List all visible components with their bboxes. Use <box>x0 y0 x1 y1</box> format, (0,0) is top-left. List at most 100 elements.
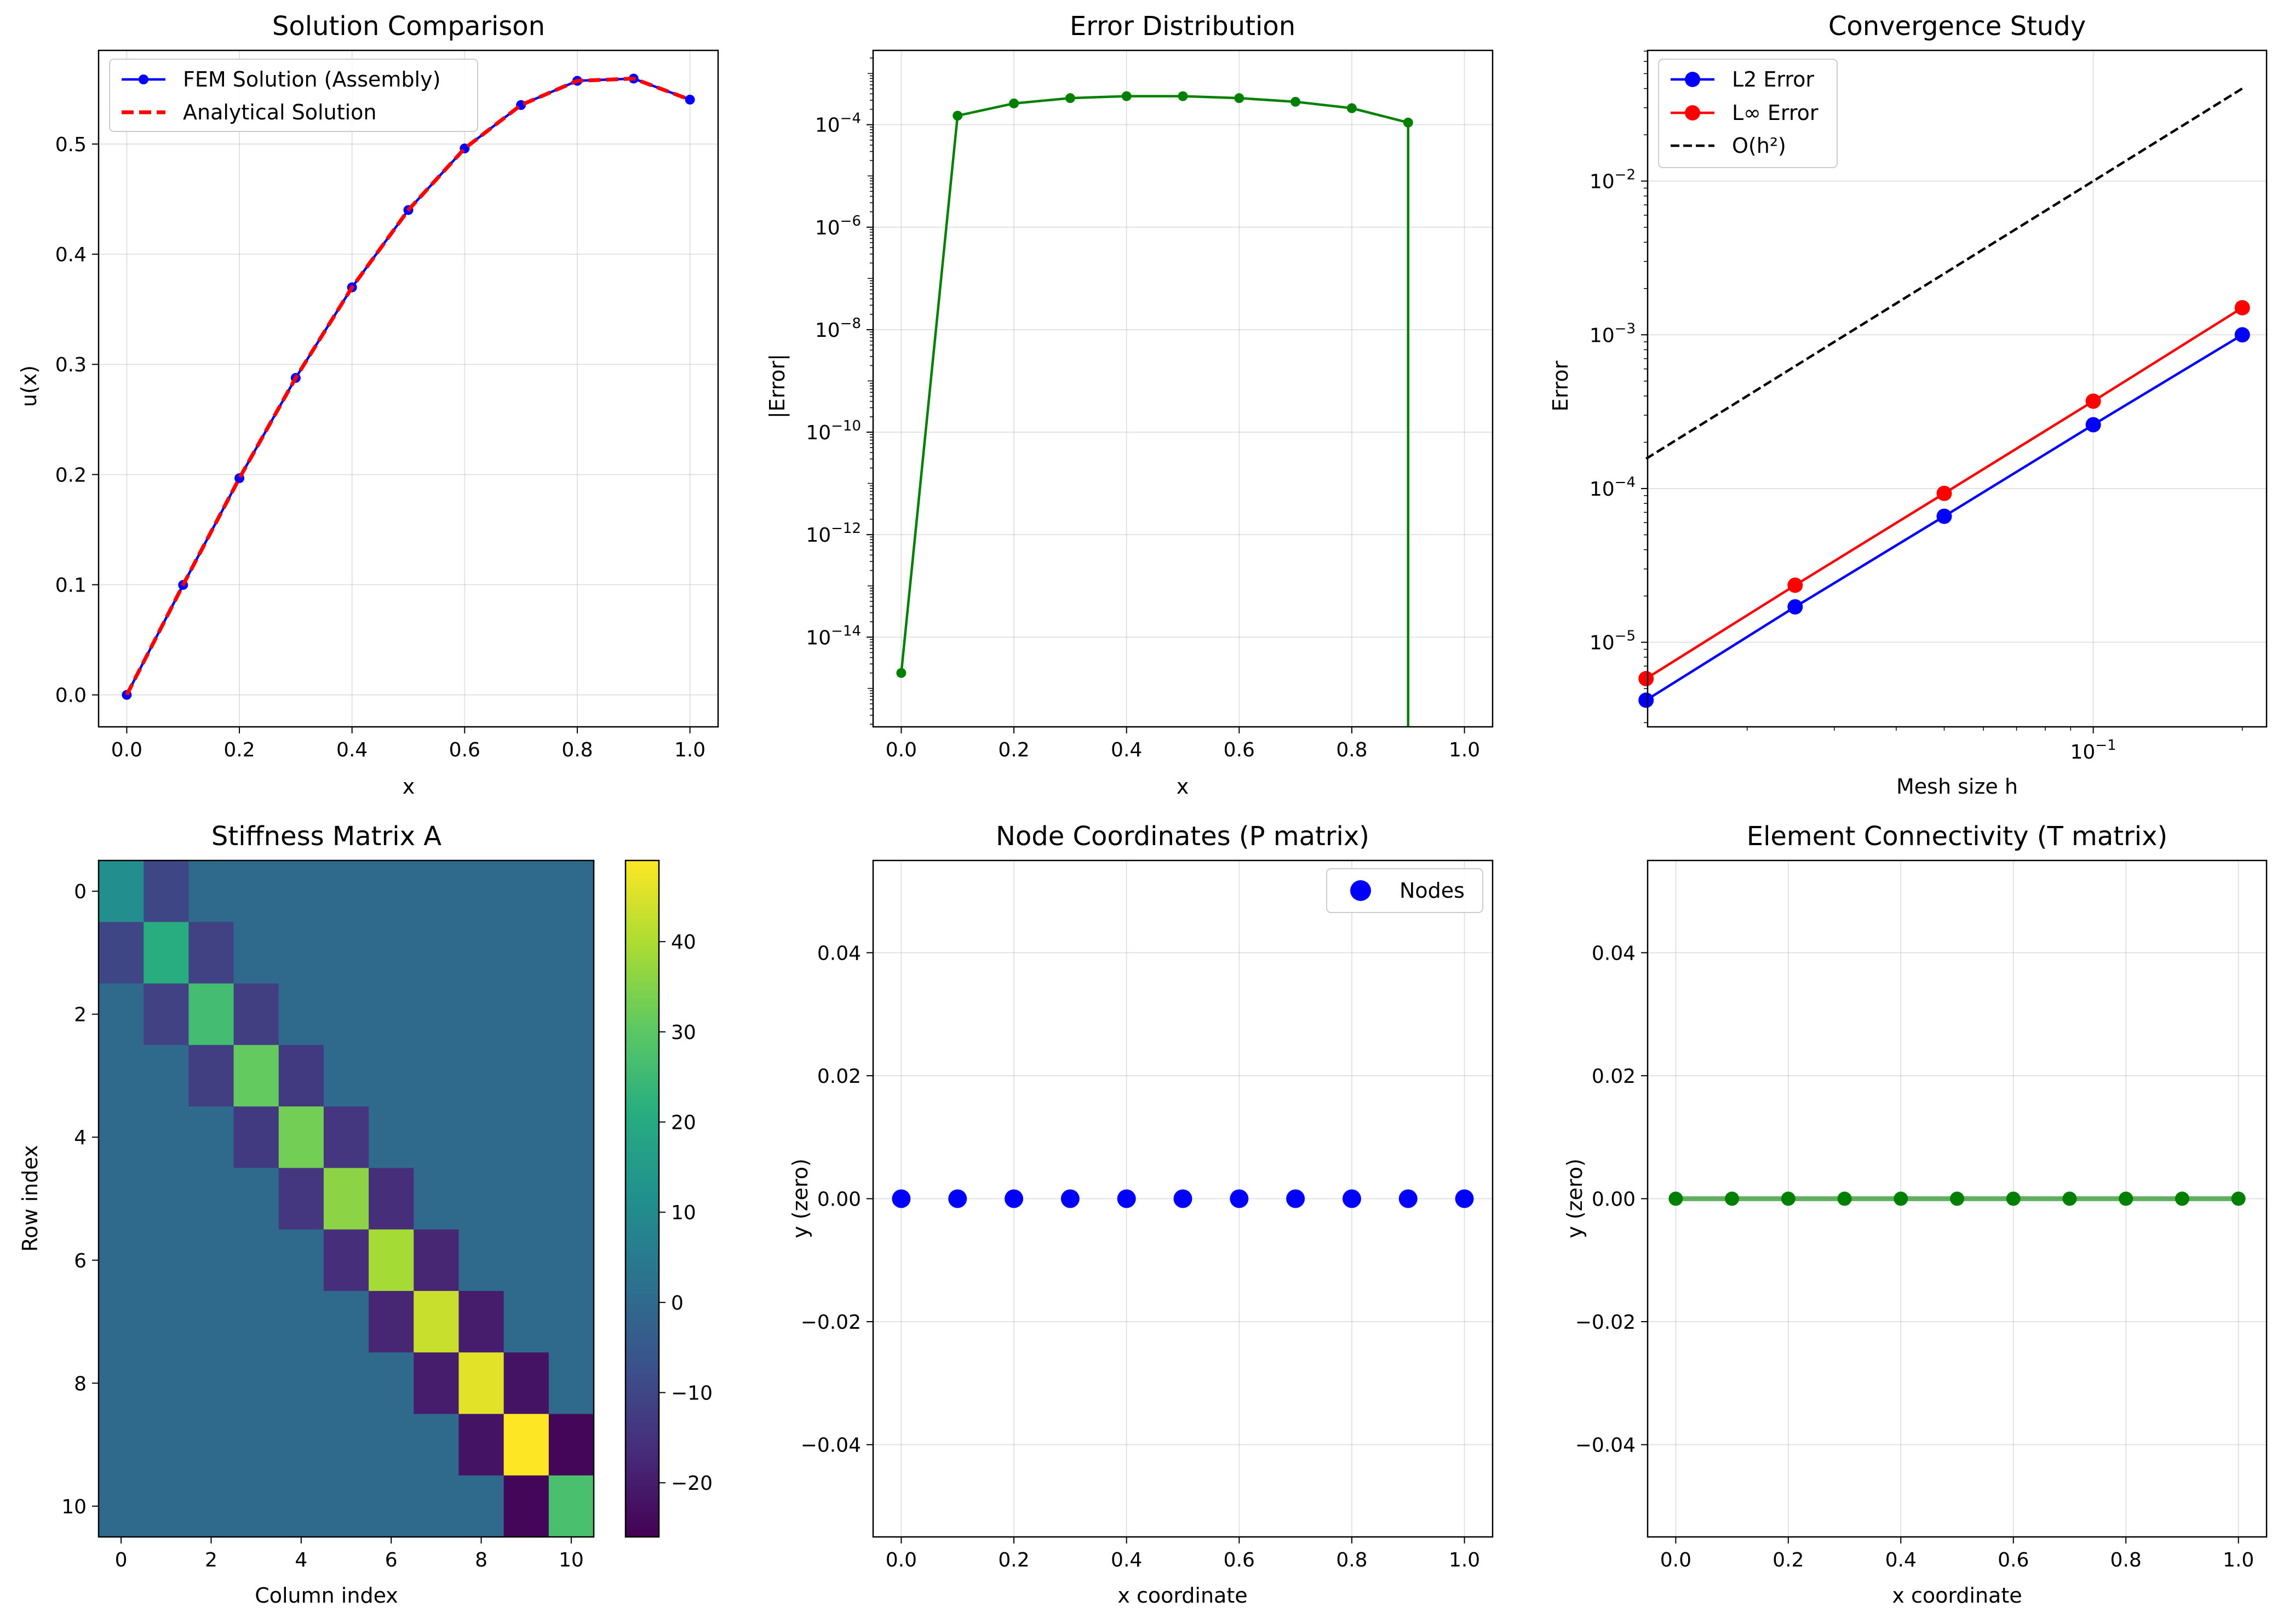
legend-marker-fem <box>139 74 148 84</box>
colorbar-tick-label: 20 <box>671 1112 696 1134</box>
matrix-cell <box>188 1475 234 1537</box>
nodes-ytick-label: 0.04 <box>817 942 861 965</box>
matrix-cell <box>278 1106 324 1168</box>
connectivity-ytick-label: −0.04 <box>1575 1434 1636 1457</box>
matrix-cell <box>414 922 460 984</box>
error-xtick-label: 1.0 <box>1449 739 1480 761</box>
element-node <box>2062 1191 2077 1206</box>
matrix-cell <box>278 983 324 1046</box>
solution-ytick-label: 0.5 <box>55 134 87 156</box>
matrix-cell <box>414 1045 460 1107</box>
matrix-cell <box>458 1414 504 1476</box>
l2-error-point <box>2085 417 2101 433</box>
linf-error-point <box>2085 393 2101 409</box>
matrix-cell <box>369 1168 414 1230</box>
solution-title: Solution Comparison <box>272 11 545 42</box>
matrix-cell <box>548 1045 594 1107</box>
matrix-cell <box>323 922 369 984</box>
nodes-ylabel: y (zero) <box>788 1158 812 1238</box>
matrix-cell <box>99 922 144 984</box>
matrix-cell <box>414 1168 460 1230</box>
matrix-cell <box>503 1475 549 1537</box>
matrix-cell <box>369 1106 414 1168</box>
element-node <box>1781 1191 1796 1206</box>
solution-ytick-label: 0.2 <box>55 464 87 486</box>
stiffness-xtick-label: 8 <box>475 1549 487 1571</box>
colorbar-tick-label: −10 <box>671 1382 713 1405</box>
node-point <box>948 1189 967 1208</box>
node-point <box>892 1189 911 1208</box>
matrix-cell <box>144 1475 189 1537</box>
connectivity-xtick-label: 0.2 <box>1773 1549 1804 1571</box>
matrix-cell <box>414 1106 460 1168</box>
matrix-cell <box>548 922 594 984</box>
matrix-cell <box>99 1352 144 1415</box>
matrix-cell <box>323 1290 369 1353</box>
matrix-cell <box>503 860 549 922</box>
matrix-cell <box>144 1229 189 1292</box>
matrix-cell <box>323 983 369 1046</box>
matrix-cell <box>369 1290 414 1353</box>
error-ytick-label: 10−4 <box>815 111 861 137</box>
error-point <box>1009 98 1019 108</box>
stiffness-title: Stiffness Matrix A <box>211 821 441 852</box>
stiffness-xlabel: Column index <box>255 1583 398 1608</box>
colorbar-tick-label: 10 <box>671 1202 696 1224</box>
error-point <box>1121 91 1132 101</box>
matrix-cell <box>144 1290 189 1353</box>
matrix-cell <box>233 922 279 984</box>
error-ytick-label: 10−14 <box>806 623 861 649</box>
node-point <box>1005 1189 1024 1208</box>
matrix-cell <box>233 1475 279 1537</box>
element-node <box>1837 1191 1852 1206</box>
connectivity-ytick-label: 0.04 <box>1592 942 1636 965</box>
connectivity-ytick-label: 0.00 <box>1592 1189 1636 1211</box>
nodes-ytick-label: −0.02 <box>801 1311 861 1334</box>
matrix-cell <box>548 983 594 1046</box>
solution-xlabel: x <box>403 774 415 799</box>
matrix-cell <box>458 1168 504 1230</box>
matrix-cell <box>414 1229 460 1292</box>
nodes-ytick-label: −0.04 <box>801 1434 861 1457</box>
error-point <box>1065 93 1075 104</box>
connectivity-xtick-label: 0.0 <box>1660 1549 1691 1571</box>
matrix-cell <box>278 1352 324 1415</box>
solution-legend-box <box>109 59 478 132</box>
connectivity-ylabel: y (zero) <box>1563 1158 1587 1238</box>
conv-ytick-label: 10−3 <box>1590 320 1636 347</box>
matrix-cell <box>503 1168 549 1230</box>
legend-label-l2: L2 Error <box>1732 67 1814 91</box>
matrix-cell <box>99 983 144 1046</box>
matrix-cell <box>414 1414 460 1476</box>
matrix-cell <box>323 1229 369 1292</box>
solution-axes-frame <box>97 49 719 728</box>
solution-ytick-label: 0.1 <box>55 575 87 597</box>
matrix-cell <box>188 1168 234 1230</box>
stiffness-axes-frame <box>97 859 595 1538</box>
matrix-cell <box>548 1106 594 1168</box>
matrix-cell <box>144 1414 189 1476</box>
matrix-cell <box>323 860 369 922</box>
stiffness-ytick-label: 8 <box>74 1373 87 1395</box>
error-distribution-panel: Error Distribution x |Error| 0.0 0.2 0.4 0.… <box>765 11 1494 799</box>
matrix-cell <box>188 1045 234 1107</box>
solution-ytick-label: 0.3 <box>55 354 87 376</box>
colorbar-tick-label: 0 <box>671 1292 684 1315</box>
colorbar-tick-label: 30 <box>671 1022 696 1044</box>
matrix-cell <box>278 922 324 984</box>
matrix-cell <box>548 1168 594 1230</box>
linf-error-point <box>2234 300 2250 315</box>
matrix-cell <box>144 1352 189 1415</box>
nodes-axes-frame <box>872 859 1494 1538</box>
nodes-xtick-label: 0.2 <box>998 1549 1029 1571</box>
nodes-xtick-label: 0.4 <box>1111 1549 1142 1571</box>
matrix-cell <box>99 860 144 922</box>
matrix-cell <box>188 1229 234 1292</box>
matrix-cell <box>233 1414 279 1476</box>
legend-label-nodes: Nodes <box>1399 879 1465 903</box>
matrix-cell <box>188 1352 234 1415</box>
matrix-cell <box>188 1106 234 1168</box>
matrix-cell <box>548 1414 594 1476</box>
matrix-cell <box>458 922 504 984</box>
stiffness-ytick-label: 10 <box>61 1496 87 1518</box>
